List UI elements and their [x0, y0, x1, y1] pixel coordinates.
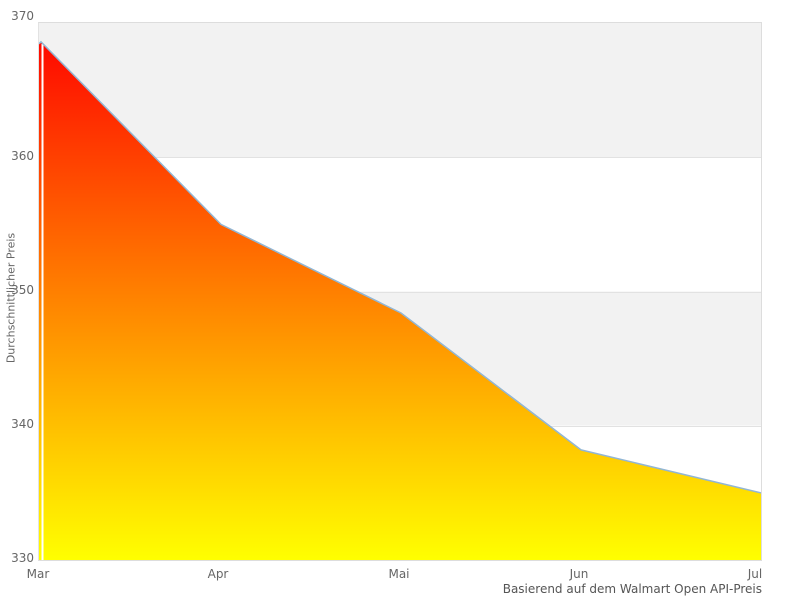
y-axis-title: Durchschnittlicher Preis — [4, 232, 18, 364]
y-tick-340: 340 — [11, 417, 34, 431]
plot-area — [38, 22, 762, 561]
x-tick-apr: Apr — [207, 567, 229, 581]
price-series-svg — [39, 40, 761, 560]
y-tick-330: 330 — [11, 551, 34, 565]
gridline-350 — [39, 291, 761, 293]
x-tick-jul: Jul — [747, 567, 763, 581]
x-tick-mai: Mai — [388, 567, 410, 581]
price-line — [39, 40, 761, 494]
x-tick-mar: Mar — [26, 567, 50, 581]
chart-caption: Basierend auf dem Walmart Open API-Preis — [502, 582, 762, 596]
y-tick-370: 370 — [11, 9, 34, 23]
y-tick-360: 360 — [11, 149, 34, 163]
area-fill — [39, 41, 761, 560]
x-tick-jun: Jun — [569, 567, 589, 581]
y-tick-350: 350 — [11, 283, 34, 297]
gridline-360 — [39, 157, 761, 159]
